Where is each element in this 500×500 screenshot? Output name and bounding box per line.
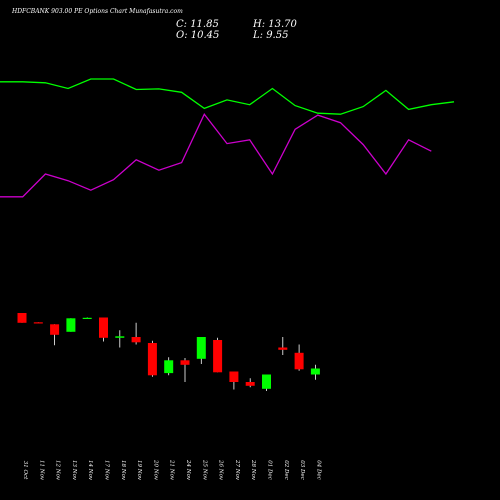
candle	[115, 330, 125, 348]
candle	[229, 371, 239, 390]
candle-body-down	[229, 371, 239, 382]
candle	[99, 317, 108, 342]
candle	[213, 337, 223, 373]
x-tick-label: 20 Nov	[152, 459, 158, 481]
candle-body-down	[294, 352, 304, 370]
candle-body-up	[262, 374, 271, 389]
candle	[278, 337, 288, 355]
low-value: L: 9.55	[252, 30, 288, 41]
x-tick-label: 28 Nov	[250, 459, 256, 481]
x-tick-label: 19 Nov	[136, 460, 142, 481]
candles	[17, 313, 320, 391]
x-tick-label: 11 Nov	[38, 460, 44, 481]
candle-body-down	[180, 360, 190, 365]
candle	[164, 357, 174, 376]
candle-body-up	[82, 317, 92, 319]
x-tick-label: 18 Nov	[120, 460, 126, 481]
x-tick-label: 02 Dec	[283, 460, 289, 480]
candle-body-up	[196, 337, 206, 359]
candle-body-down	[99, 317, 108, 338]
candle	[33, 322, 43, 324]
x-tick-label: 04 Dec	[315, 460, 321, 480]
candle-body-up	[164, 360, 174, 374]
x-tick-label: 26 Nov	[218, 459, 224, 481]
x-tick-label: 27 Nov	[234, 459, 240, 481]
x-tick-label: 21 Nov	[169, 459, 175, 481]
x-tick-label: 03 Dec	[299, 460, 305, 480]
chart-title: HDFCBANK 903.00 PE Options Chart Munafas…	[11, 8, 183, 15]
x-tick-label: 12 Nov	[55, 460, 61, 481]
indicator-line-1	[0, 78, 455, 115]
candle-body-down	[17, 313, 27, 323]
indicator-line-2	[0, 112, 432, 198]
candle-body-down	[50, 324, 60, 335]
x-tick-label: 25 Nov	[201, 459, 207, 481]
x-tick-label: 14 Nov	[87, 460, 93, 481]
open-value: O: 10.45	[176, 30, 219, 41]
x-tick-label: 01 Dec	[267, 460, 273, 480]
candle-body-up	[310, 368, 320, 375]
close-value: C: 11.85	[176, 19, 219, 30]
candle	[262, 374, 271, 391]
candle-body-down	[147, 343, 157, 376]
candle	[17, 313, 27, 323]
indicator-lines	[0, 78, 455, 198]
x-axis-ticks: 31 Oct 11 Nov 12 Nov 13 Nov 14 Nov 17 Nov 18 N…	[22, 459, 321, 481]
candle	[66, 318, 76, 332]
candle-body-up	[115, 336, 125, 338]
candle	[50, 324, 60, 346]
x-tick-label: 24 Nov	[185, 459, 191, 481]
candle	[196, 337, 206, 364]
candle-body-down	[278, 347, 288, 350]
x-tick-label: 31 Oct	[22, 461, 28, 480]
candle	[82, 317, 92, 319]
candle-body-down	[33, 322, 43, 324]
candle-body-down	[213, 340, 223, 373]
candle	[294, 344, 304, 371]
candle	[310, 364, 320, 380]
candle	[147, 340, 157, 377]
candle-body-down	[245, 382, 255, 386]
candle-body-up	[66, 318, 76, 332]
candle	[131, 322, 141, 345]
candle	[245, 378, 255, 388]
candle	[180, 358, 190, 382]
x-tick-label: 13 Nov	[71, 460, 77, 481]
x-tick-label: 17 Nov	[104, 460, 110, 481]
high-value: H: 13.70	[252, 19, 298, 30]
candle-body-down	[131, 337, 141, 343]
